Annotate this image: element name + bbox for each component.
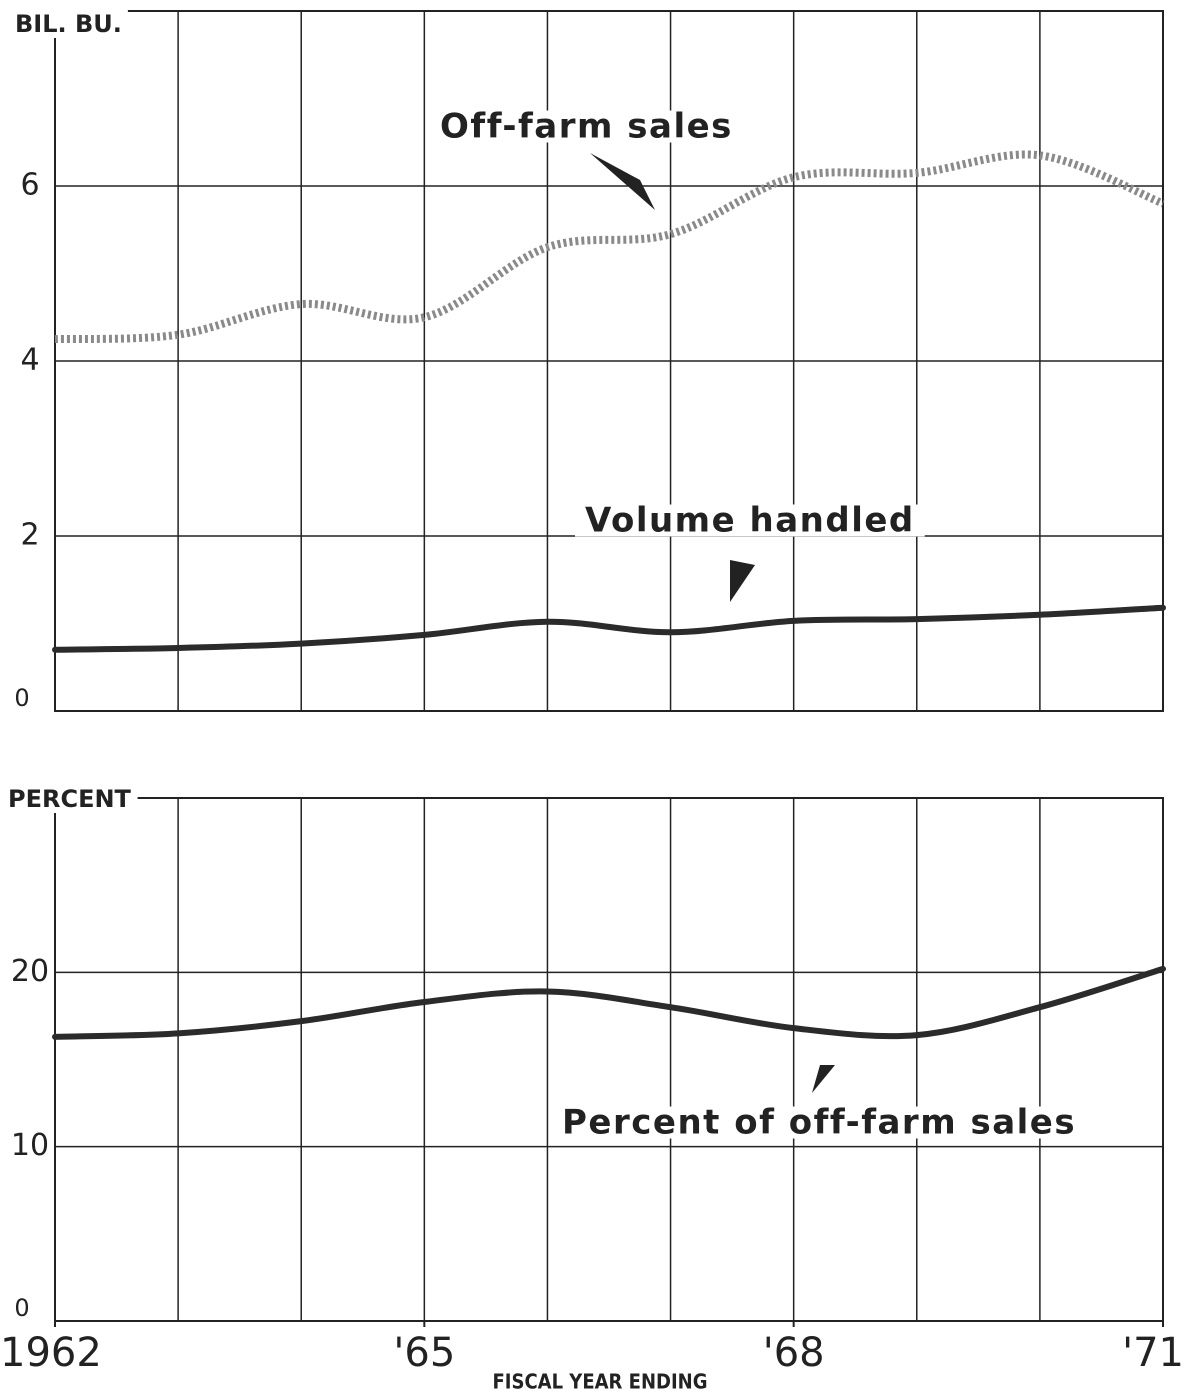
- label-background: [552, 1106, 1087, 1139]
- series-label: Volume handled: [585, 501, 915, 541]
- label-background: [11, 10, 128, 38]
- x-tick-label: '68: [763, 1330, 825, 1376]
- series-label: Percent of off-farm sales: [562, 1103, 1076, 1143]
- label-background: [430, 110, 743, 143]
- label-background: [575, 504, 925, 537]
- x-tick-label: 1962: [0, 1330, 102, 1376]
- y-tick-label: 10: [11, 1128, 49, 1163]
- y-tick-label: 0: [14, 1294, 29, 1322]
- pointer: [730, 560, 755, 602]
- y-axis-label: BIL. BU.: [15, 10, 122, 38]
- plot-frame: [54, 797, 1164, 1322]
- y-axis-label: PERCENT: [8, 785, 132, 813]
- y-tick-label: 0: [14, 684, 29, 712]
- x-tick-label: '71: [1122, 1330, 1184, 1376]
- y-tick-label: 2: [20, 518, 39, 553]
- x-tick-label: '65: [393, 1330, 455, 1376]
- x-axis-label: FISCAL YEAR ENDING: [493, 1370, 708, 1394]
- y-tick-label: 6: [20, 168, 39, 203]
- series-line: [52, 965, 1166, 1040]
- y-tick-label: 20: [11, 954, 49, 989]
- series-label: Off-farm sales: [440, 107, 733, 147]
- pointer: [812, 1065, 835, 1093]
- series-line: [52, 604, 1166, 653]
- y-tick-label: 4: [20, 343, 39, 378]
- label-background: [4, 785, 138, 813]
- pointer: [590, 153, 655, 210]
- series-line: [54, 150, 1165, 344]
